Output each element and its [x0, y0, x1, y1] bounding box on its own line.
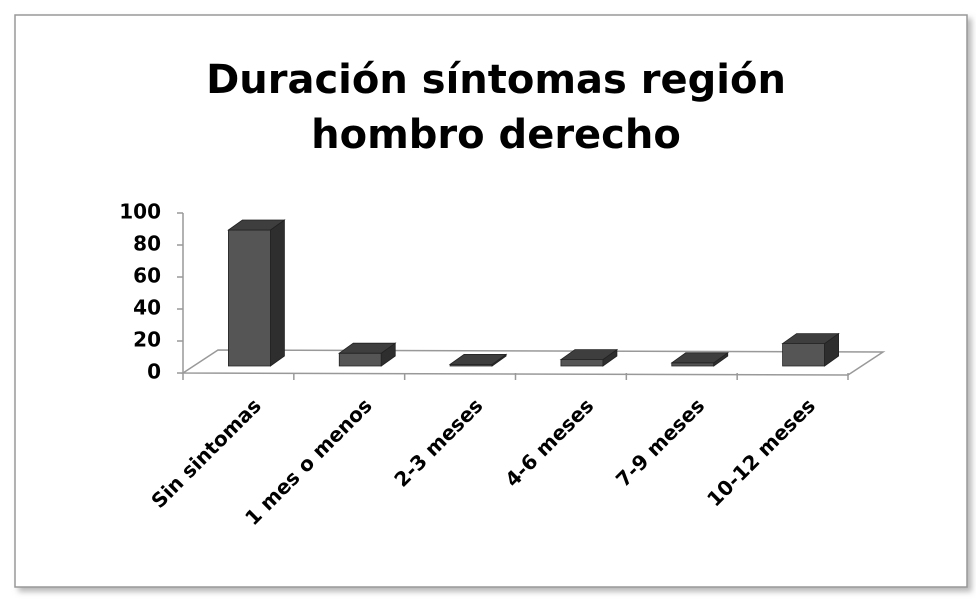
- chart-frame: [14, 14, 968, 588]
- y-tick-label: 40: [133, 296, 161, 320]
- bar: [227, 219, 286, 367]
- y-tick-label: 100: [119, 200, 161, 224]
- bar-face: [338, 352, 382, 367]
- bar-face: [270, 219, 285, 367]
- bar-face: [781, 333, 840, 345]
- bar: [781, 332, 840, 367]
- chart-title: Duración síntomas región: [206, 57, 786, 103]
- bar-face: [227, 219, 286, 231]
- bar: [559, 348, 619, 367]
- bar-face: [228, 229, 271, 367]
- bar-face: [782, 343, 825, 367]
- chart-title: hombro derecho: [311, 112, 681, 158]
- bar-face: [671, 362, 715, 367]
- floor: [180, 349, 886, 376]
- bar: [448, 353, 508, 367]
- y-tick-label: 80: [133, 232, 161, 256]
- y-tick-label: 60: [133, 264, 161, 288]
- bar-face: [338, 342, 397, 354]
- bar: [338, 342, 397, 367]
- bar-face: [560, 359, 604, 367]
- bar-face: [448, 353, 508, 365]
- bar-face: [670, 352, 729, 364]
- bar-face: [559, 349, 619, 361]
- bar: [670, 352, 729, 367]
- y-tick-label: 0: [147, 360, 161, 384]
- y-tick-label: 20: [133, 328, 161, 352]
